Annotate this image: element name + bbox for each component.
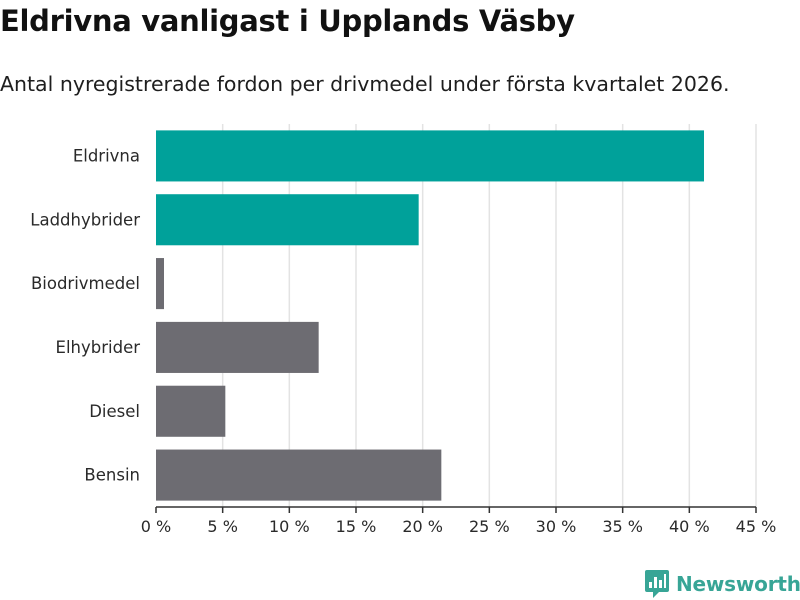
bar-elhybrider [156, 321, 319, 373]
x-tick-label: 40 % [669, 517, 710, 536]
x-tick-label: 35 % [602, 517, 643, 536]
category-label: Diesel [89, 402, 140, 421]
bar-biodrivmedel [156, 258, 164, 310]
x-axis: 0 % 5 % 10 % 15 % 20 % 25 % 30 % 35 % 40 % 45 % [141, 506, 777, 536]
x-tick-label: 20 % [402, 517, 443, 536]
category-label: Bensin [84, 466, 140, 485]
category-label: Eldrivna [73, 146, 140, 165]
x-tick-label: 30 % [536, 517, 577, 536]
newsworthy-logo-icon [645, 570, 669, 598]
category-labels: Eldrivna Laddhybrider Biodrivmedel Elhybrid… [30, 146, 140, 484]
category-label: Biodrivmedel [31, 274, 140, 293]
bar-eldrivna [156, 130, 704, 182]
x-tick-label: 5 % [207, 517, 237, 536]
chart-title: Eldrivna vanligast i Upplands Väsby [0, 4, 575, 38]
bar-laddhybrider [156, 194, 419, 246]
x-tick-label: 25 % [469, 517, 510, 536]
bar-bensin [156, 449, 442, 501]
brand-name: Newsworthy [676, 572, 800, 596]
x-tick-label: 10 % [269, 517, 310, 536]
category-label: Elhybrider [56, 338, 141, 357]
bars [156, 130, 704, 501]
x-tick-label: 0 % [141, 517, 171, 536]
bar-diesel [156, 385, 226, 437]
brand-logo: Newsworthy [644, 568, 800, 600]
chart-subtitle: Antal nyregistrerade fordon per drivmede… [0, 72, 730, 96]
category-label: Laddhybrider [30, 210, 140, 229]
gridlines [221, 124, 757, 507]
x-tick-label: 45 % [736, 517, 777, 536]
x-tick-label: 15 % [336, 517, 377, 536]
